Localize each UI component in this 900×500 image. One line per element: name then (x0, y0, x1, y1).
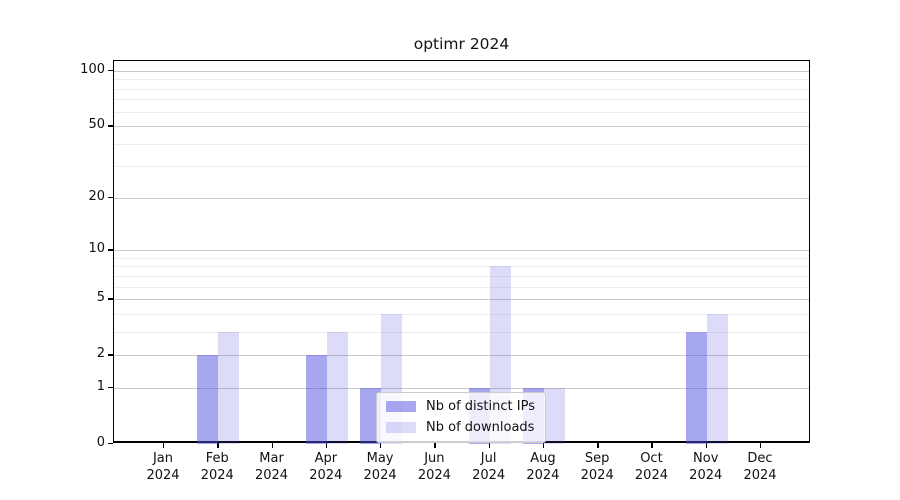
y-minor-gridline-40 (114, 143, 809, 145)
x-tick-mark-sep (597, 443, 599, 448)
y-tick-mark-2 (108, 354, 113, 356)
y-minor-gridline-4 (114, 313, 809, 315)
x-tick-label-feb: Feb 2024 (200, 451, 234, 483)
y-tick-label-100: 100 (80, 61, 105, 77)
x-tick-label-dec: Dec 2024 (743, 451, 777, 483)
y-major-gridline-5 (114, 299, 809, 301)
x-tick-mark-mar (271, 443, 273, 448)
x-tick-mark-apr (325, 443, 328, 448)
legend-item-distinct-ips: Nb of distinct IPs (386, 399, 535, 414)
y-tick-mark-0 (108, 443, 113, 445)
legend-item-downloads: Nb of downloads (386, 420, 535, 435)
y-major-gridline-1 (114, 387, 809, 389)
legend-label-downloads: Nb of downloads (426, 420, 535, 435)
x-tick-label-jun: Jun 2024 (417, 451, 451, 483)
x-tick-label-oct: Oct 2024 (634, 451, 668, 483)
y-tick-mark-20 (108, 196, 113, 199)
chart-title: optimr 2024 (413, 35, 510, 53)
x-tick-mark-feb (217, 443, 219, 448)
y-minor-gridline-70 (114, 99, 809, 101)
plot-area (113, 60, 810, 444)
y-tick-mark-5 (108, 298, 113, 300)
legend-swatch-distinct-ips (386, 401, 417, 412)
x-tick-label-mar: Mar 2024 (254, 451, 289, 483)
y-tick-label-2: 2 (96, 346, 105, 362)
y-tick-label-0: 0 (96, 435, 105, 450)
y-major-gridline-20 (114, 197, 809, 199)
x-tick-mark-nov (705, 443, 708, 448)
y-tick-label-1: 1 (96, 378, 105, 394)
y-tick-label-20: 20 (88, 188, 105, 204)
x-tick-mark-jul (488, 443, 491, 448)
x-tick-mark-may (380, 443, 382, 448)
y-major-gridline-100 (114, 70, 809, 72)
bar-downloads-feb (218, 331, 240, 444)
legend-swatch-downloads (386, 422, 417, 433)
bar-downloads-apr (326, 331, 348, 444)
y-minor-gridline-8 (114, 266, 809, 268)
y-major-gridline-10 (114, 250, 809, 252)
y-minor-gridline-9 (114, 257, 809, 259)
bar-downloads-nov (706, 313, 728, 444)
x-tick-label-sep: Sep 2024 (580, 451, 614, 483)
bar-ips-may (360, 387, 382, 444)
x-tick-label-may: May 2024 (363, 451, 397, 483)
x-tick-label-nov: Nov 2024 (689, 451, 723, 483)
bar-ips-apr (305, 355, 327, 444)
bar-downloads-aug (543, 387, 565, 444)
y-minor-gridline-6 (114, 286, 809, 288)
y-minor-gridline-60 (114, 111, 809, 113)
y-major-gridline-50 (114, 126, 809, 128)
x-tick-mark-oct (651, 443, 653, 448)
bar-ips-feb (197, 355, 219, 444)
y-minor-gridline-80 (114, 88, 809, 90)
bar-ips-nov (685, 331, 707, 444)
y-major-gridline-2 (114, 355, 809, 357)
y-minor-gridline-3 (114, 331, 809, 333)
x-tick-label-aug: Aug 2024 (526, 451, 560, 483)
x-tick-mark-jan (163, 443, 165, 448)
x-tick-mark-jun (434, 443, 436, 448)
y-tick-mark-1 (108, 386, 113, 389)
x-tick-mark-aug (542, 443, 545, 448)
y-minor-gridline-30 (114, 166, 809, 168)
legend: Nb of distinct IPs Nb of downloads (376, 392, 546, 443)
y-tick-label-50: 50 (88, 117, 105, 133)
y-tick-mark-100 (108, 69, 113, 72)
y-tick-mark-50 (108, 125, 113, 127)
y-minor-gridline-7 (114, 275, 809, 277)
x-tick-label-apr: Apr 2024 (309, 451, 343, 483)
x-tick-label-jul: Jul 2024 (472, 451, 506, 483)
y-tick-label-5: 5 (96, 290, 105, 306)
y-minor-gridline-90 (114, 79, 809, 81)
y-tick-mark-10 (108, 249, 113, 251)
legend-label-distinct-ips: Nb of distinct IPs (426, 399, 535, 414)
y-tick-label-10: 10 (88, 241, 105, 257)
x-tick-mark-dec (760, 443, 762, 448)
x-tick-label-jan: Jan 2024 (146, 451, 180, 483)
